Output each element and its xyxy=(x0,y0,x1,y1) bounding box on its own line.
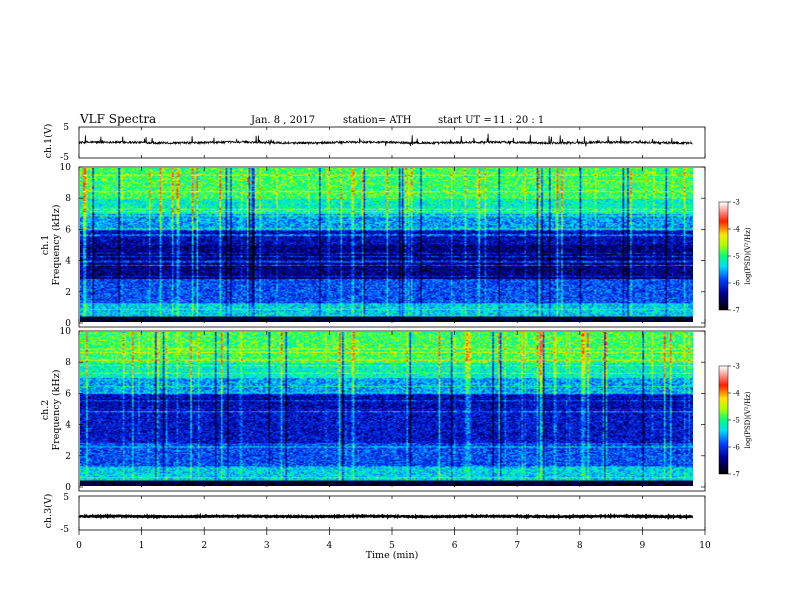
spec2-ytick-label-4: 2 xyxy=(65,452,71,462)
cb2-tick-label-1: -4 xyxy=(733,390,740,398)
spec2-ytick-label-2: 6 xyxy=(65,389,71,399)
ch2-spectrogram-image xyxy=(80,332,693,486)
start-ut-label: start UT = xyxy=(438,115,492,126)
time-axis-label: Time (min) xyxy=(366,550,419,561)
time-tick-label-5: 5 xyxy=(389,541,395,551)
ch3-frame xyxy=(78,495,706,531)
time-tick-label-8: 8 xyxy=(577,541,583,551)
spec1-ytick-label-2: 6 xyxy=(65,225,71,235)
ch1-spec-ylabel-line1: ch.1 xyxy=(40,235,51,256)
spec1-ytick-label-1: 8 xyxy=(65,194,71,204)
spec1-ytick-label-3: 4 xyxy=(65,257,71,267)
ch1-spec-ylabel-line2: Frequency (kHz) xyxy=(51,205,62,286)
ch1-waveform-panel: 5 -5 ch.1(V) xyxy=(43,123,706,163)
ch1-colorbar-label: log(PSD)(V²/Hz) xyxy=(744,227,752,284)
ch3-waveform-panel: 5 -5 ch.3(V) xyxy=(43,493,706,535)
time-tick-label-9: 9 xyxy=(640,541,646,551)
spec1-ytick-label-5: 0 xyxy=(65,319,71,329)
time-tick-label-2: 2 xyxy=(201,541,207,551)
cb1-tick-label-0: -3 xyxy=(733,199,740,207)
cb1-tick-label-2: -5 xyxy=(733,253,740,261)
ch1-waveform-line xyxy=(78,133,693,147)
ch1-ylabel: ch.1(V) xyxy=(43,124,54,159)
figure-title: VLF Spectra xyxy=(79,112,156,126)
cb1-tick-label-4: -7 xyxy=(733,307,740,315)
ch2-colorbar-label: log(PSD)(V²/Hz) xyxy=(744,391,752,448)
ch2-spec-ylabel-line1: ch.2 xyxy=(40,400,51,421)
ch2-spec-ylabel-line2: Frequency (kHz) xyxy=(51,370,62,451)
cb2-tick-label-3: -6 xyxy=(733,444,740,452)
ch3-waveform-line xyxy=(78,512,694,520)
date-label: Jan. 8 , 2017 xyxy=(250,115,315,126)
ch1-colorbar xyxy=(719,202,728,310)
cb2-tick-label-2: -5 xyxy=(733,417,740,425)
ch1-ytick-bottom: -5 xyxy=(60,153,69,163)
ch2-colorbar xyxy=(719,366,728,474)
spec2-ytick-label-5: 0 xyxy=(65,483,71,493)
time-tick-label-3: 3 xyxy=(264,541,270,551)
time-tick-label-1: 1 xyxy=(139,541,145,551)
ch3-ticks xyxy=(78,496,706,530)
ch3-ytick-bottom: -5 xyxy=(60,525,69,535)
cb1-tick-label-1: -4 xyxy=(733,226,740,234)
ch2-spectrogram-axis: 10 8 6 4 2 0 xyxy=(60,327,706,493)
spec2-ytick-label-3: 4 xyxy=(65,421,71,431)
time-axis: 0 1 2 3 4 5 6 7 8 9 10 xyxy=(76,530,711,551)
ch1-ytick-top: 5 xyxy=(63,123,69,133)
time-tick-label-0: 0 xyxy=(76,541,82,551)
cb2-tick-label-0: -3 xyxy=(733,363,740,371)
cb2-tick-label-4: -7 xyxy=(733,471,740,479)
station-label: station= ATH xyxy=(343,115,412,126)
time-tick-label-10: 10 xyxy=(699,541,711,551)
ch1-frame xyxy=(78,126,706,159)
spec2-ytick-label-0: 10 xyxy=(60,327,72,337)
ch3-ytick-top: 5 xyxy=(63,493,69,503)
time-tick-label-4: 4 xyxy=(327,541,333,551)
ch1-colorbar-ticks: -3 -4 -5 -6 -7 xyxy=(728,199,740,315)
start-time-value: 11 : 20 : 1 xyxy=(493,115,544,126)
ch1-spectrogram-image xyxy=(80,168,693,322)
ch1-spec-frame xyxy=(78,166,706,328)
spec2-ytick-label-1: 8 xyxy=(65,358,71,368)
ch2-spec-frame xyxy=(78,330,706,492)
spec1-ytick-label-0: 10 xyxy=(60,163,72,173)
ch2-colorbar-ticks: -3 -4 -5 -6 -7 xyxy=(728,363,740,479)
time-tick-label-7: 7 xyxy=(514,541,520,551)
ch3-ylabel: ch.3(V) xyxy=(43,494,54,529)
spec1-ytick-label-4: 2 xyxy=(65,288,71,298)
cb1-tick-label-3: -6 xyxy=(733,280,740,288)
time-tick-label-6: 6 xyxy=(452,541,458,551)
